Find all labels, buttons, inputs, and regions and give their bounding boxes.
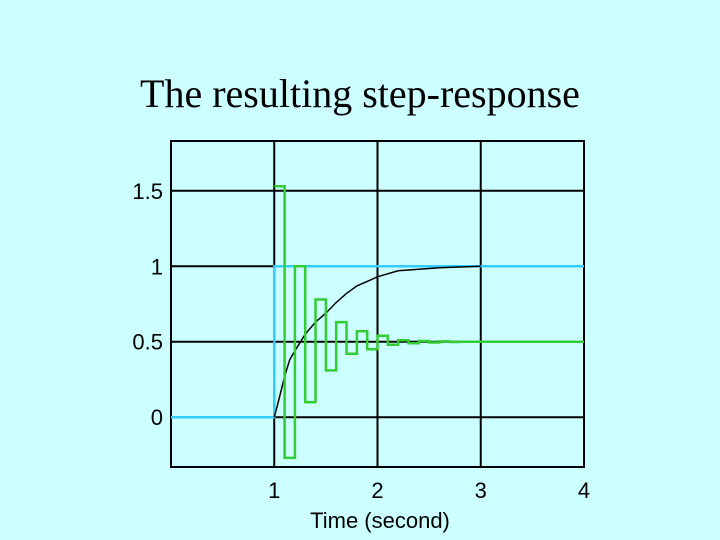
discrete-response-line xyxy=(274,185,584,460)
chart-title: The resulting step-response xyxy=(140,71,580,116)
continuous-response-line xyxy=(273,265,481,418)
x-tick-label-1: 1 xyxy=(268,478,280,503)
reference-step-line xyxy=(171,265,584,419)
y-tick-label-1.5: 1.5 xyxy=(132,179,163,204)
y-tick-label-0: 0 xyxy=(151,405,163,430)
x-tick-label-4: 4 xyxy=(578,478,590,503)
ticks-layer: 1 2 3 4 0 0.5 1 1.5 xyxy=(132,179,590,503)
series-layer xyxy=(171,185,584,460)
y-tick-label-1: 1 xyxy=(151,254,163,279)
y-tick-label-0.5: 0.5 xyxy=(132,330,163,355)
x-axis-label: Time (second) xyxy=(310,508,450,533)
x-tick-label-2: 2 xyxy=(371,478,383,503)
x-tick-label-3: 3 xyxy=(475,478,487,503)
